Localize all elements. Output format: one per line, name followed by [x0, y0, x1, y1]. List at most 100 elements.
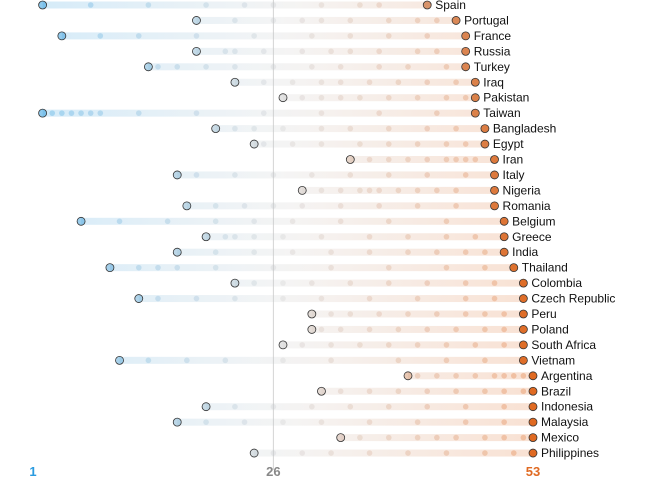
history-dot [203, 2, 209, 8]
history-dot [116, 218, 123, 225]
range-band [177, 418, 533, 426]
end-point [451, 16, 461, 25]
end-point [528, 371, 538, 381]
history-dot [347, 280, 354, 286]
start-point [143, 62, 153, 72]
history-dot [251, 249, 257, 255]
history-dot [376, 2, 382, 8]
history-dot [212, 249, 219, 255]
history-dot [280, 280, 286, 286]
history-dot [443, 450, 450, 456]
history-dot [453, 156, 459, 163]
history-dot [366, 233, 373, 240]
history-dot [260, 110, 267, 116]
range-band [61, 32, 466, 40]
history-dot [472, 233, 479, 240]
row-iran: Iran [345, 153, 523, 167]
history-dot [280, 125, 286, 132]
row-russia: Russia [192, 44, 511, 58]
history-dot [395, 357, 402, 364]
start-point [134, 294, 144, 303]
history-dot [270, 17, 277, 24]
history-dot [501, 388, 507, 395]
history-dot [328, 342, 334, 348]
history-dot [510, 450, 517, 456]
history-dot [328, 311, 334, 317]
start-point [403, 371, 413, 381]
history-dot [424, 326, 431, 333]
history-dot [49, 110, 56, 116]
history-dot [366, 326, 373, 333]
history-dot [135, 110, 142, 116]
country-label: Belgium [512, 214, 555, 228]
start-point [278, 340, 288, 350]
x-tick-label: 53 [526, 464, 540, 478]
start-point [182, 201, 192, 211]
range-band [321, 387, 533, 395]
start-point [172, 417, 182, 427]
history-dot [376, 48, 382, 55]
row-thailand: Thailand [105, 261, 568, 275]
history-dot [299, 342, 306, 348]
row-mexico: Mexico [336, 431, 579, 445]
start-point [192, 46, 201, 56]
range-band [254, 449, 533, 457]
history-dot [232, 17, 238, 24]
history-dot [232, 403, 238, 410]
history-dot [318, 233, 325, 240]
history-dot [135, 33, 142, 39]
range-band [186, 202, 495, 210]
row-peru: Peru [307, 307, 557, 321]
history-dot [366, 79, 373, 86]
country-label: Turkey [474, 60, 510, 74]
start-point [211, 124, 221, 134]
range-band [254, 140, 485, 148]
history-dot [385, 342, 392, 348]
history-dot [145, 357, 152, 364]
history-dot [357, 187, 363, 194]
history-dot [260, 48, 267, 55]
history-dot [309, 172, 315, 178]
history-dot [328, 357, 334, 364]
start-point [192, 16, 201, 25]
history-dot [443, 264, 450, 271]
end-point [518, 294, 528, 303]
history-dot [385, 17, 392, 24]
start-point [230, 278, 240, 288]
history-dot [395, 79, 402, 86]
country-label: Thailand [522, 261, 568, 275]
history-dot [347, 48, 354, 55]
history-dot [232, 233, 238, 240]
history-dot [462, 249, 469, 255]
history-dot [385, 141, 392, 147]
history-dot [434, 110, 440, 116]
end-point [490, 170, 499, 180]
range-band [148, 63, 466, 71]
history-dot [155, 295, 161, 302]
history-dot [251, 233, 257, 240]
history-dot [347, 311, 354, 317]
history-dot [232, 64, 238, 70]
history-dot [59, 110, 65, 116]
start-point [38, 108, 48, 118]
row-romania: Romania [182, 199, 551, 213]
history-dot [270, 203, 277, 209]
history-dot [357, 434, 363, 441]
history-dot [212, 203, 219, 209]
history-dot [405, 156, 411, 163]
history-dot [280, 419, 286, 425]
history-dot [414, 373, 421, 379]
history-dot [289, 218, 296, 225]
history-dot [520, 388, 527, 395]
history-dot [318, 125, 325, 132]
history-dot [318, 295, 325, 302]
end-point [528, 448, 538, 458]
history-dot [337, 388, 344, 395]
history-dot [318, 326, 325, 333]
history-dot [270, 403, 277, 410]
history-dot [193, 295, 200, 302]
history-dot [318, 2, 325, 8]
history-dot [97, 110, 104, 116]
history-dot [434, 17, 440, 24]
row-greece: Greece [201, 230, 552, 244]
